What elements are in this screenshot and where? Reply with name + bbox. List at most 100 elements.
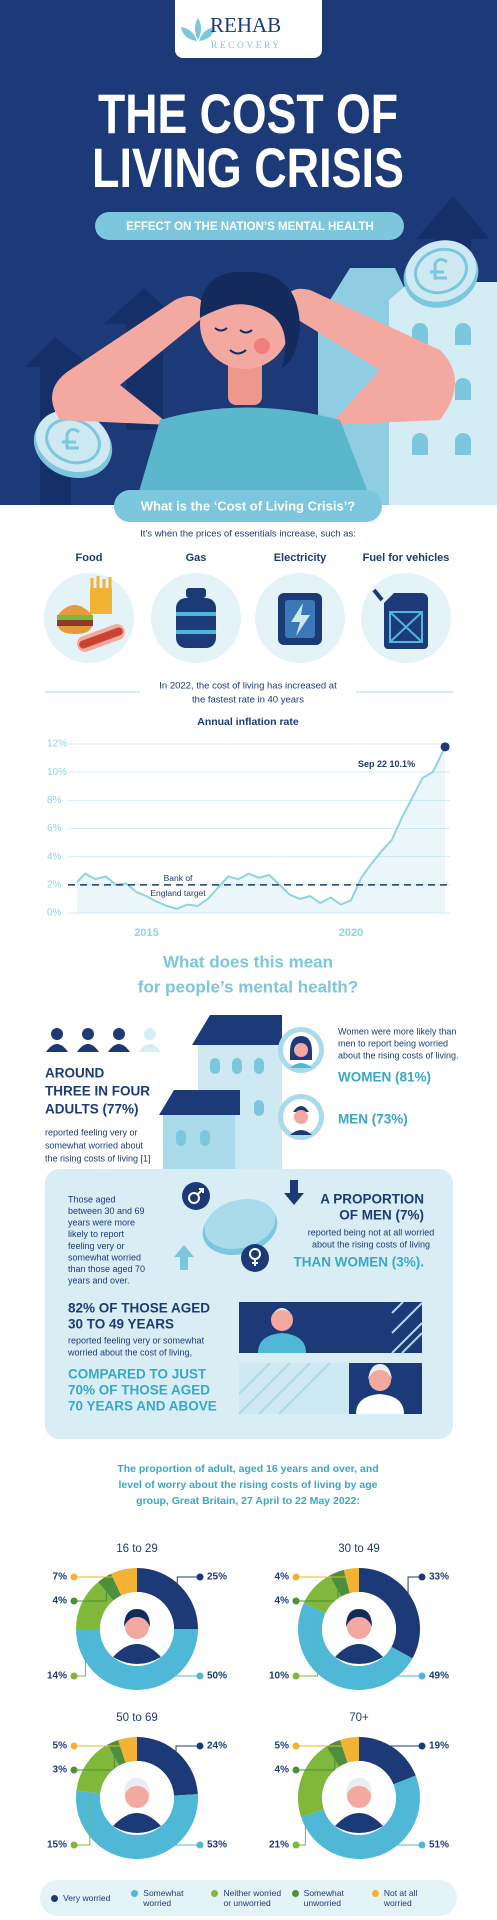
text: between 30 and 69 (68, 1206, 145, 1216)
donut-segment (76, 1744, 120, 1794)
text: worried about the cost of living, (67, 1347, 192, 1357)
text: years and over. (68, 1276, 130, 1286)
text: Fuel for vehicles (363, 552, 450, 564)
text: somewhat worried (68, 1252, 141, 1262)
donut-segment (137, 1568, 198, 1629)
data-label: 4% (275, 1765, 290, 1776)
text: 30 TO 49 YEARS (68, 1317, 174, 1332)
legend-item: Very worried (51, 1893, 125, 1903)
label-dot (70, 1573, 78, 1581)
donut-segment (75, 1790, 198, 1859)
legend-item: Somewhat worried (131, 1888, 205, 1908)
legend-label: Not at all worried (383, 1888, 418, 1908)
data-label: 15% (47, 1840, 67, 1851)
avatar-body (335, 1813, 383, 1833)
text: reported feeling very or somewhat (68, 1335, 205, 1345)
legend-swatch (371, 1890, 379, 1897)
legend-label: Somewhat worried (143, 1888, 184, 1908)
label-dot (418, 1573, 426, 1581)
avatar-hair (346, 1609, 372, 1627)
text: LIVING CRISIS (92, 136, 404, 199)
text: ADULTS (77%) (45, 1102, 139, 1117)
building-illustration (159, 1015, 282, 1169)
leader-line (74, 1604, 86, 1677)
label-dot (292, 1573, 300, 1581)
leader-line (296, 1589, 318, 1677)
legend-label: Neither worried or unworried (223, 1888, 282, 1908)
donut-segment (98, 1573, 122, 1601)
leader-line (296, 1746, 336, 1771)
leader-line (134, 1844, 200, 1855)
text: AROUND (45, 1066, 104, 1081)
text: It’s when the prices of essentials incre… (140, 529, 356, 540)
donut-title: 30 to 49 (338, 1543, 380, 1555)
text: years were more (68, 1218, 135, 1228)
food-icon (57, 576, 125, 652)
leader-line (390, 1745, 422, 1751)
text: 70 YEARS AND ABOVE (68, 1399, 217, 1414)
x-tick-label: 2015 (134, 927, 158, 939)
donut-segment (111, 1568, 137, 1596)
text: OF MEN (7%) (339, 1208, 424, 1223)
donut-segment (137, 1737, 198, 1796)
leader-line (332, 1675, 422, 1680)
end-point (440, 742, 450, 752)
text: Electricity (274, 552, 327, 564)
avatars (278, 1027, 324, 1140)
donut-segment (343, 1567, 359, 1594)
avatar-hair (346, 1778, 372, 1796)
y-tick-label: 12% (47, 739, 67, 750)
avatar-face (347, 1784, 371, 1808)
label-dot (292, 1766, 300, 1774)
donut-segment (298, 1746, 340, 1817)
donut-segment (359, 1737, 416, 1785)
gas-icon (176, 588, 216, 648)
donut-segment (340, 1737, 359, 1763)
x-tick-label: 2020 (339, 927, 363, 939)
donut-title: 16 to 29 (116, 1543, 158, 1555)
leader-line (74, 1573, 126, 1578)
donut-segment (326, 1739, 348, 1767)
text: likely to report (68, 1229, 125, 1239)
text: reported feeling very or (45, 1127, 138, 1137)
leader-line (136, 1675, 200, 1686)
data-label: 49% (429, 1671, 449, 1682)
leader-line (296, 1741, 351, 1747)
donut-segment (303, 1575, 342, 1614)
label-dot (292, 1841, 300, 1849)
donut-title: 70+ (349, 1712, 369, 1724)
label-dot (70, 1742, 78, 1750)
text: the rising costs of living [1] (45, 1153, 151, 1163)
text: Food (76, 552, 103, 564)
label-dot (292, 1672, 300, 1680)
y-tick-label: 8% (47, 795, 62, 806)
text: What does this mean (163, 952, 333, 971)
gender-coin-illustration (174, 1180, 304, 1272)
text: THE COST OF (98, 82, 398, 145)
subtitle-pill (95, 212, 404, 240)
leader-line (407, 1576, 422, 1600)
text: men to report being worried (338, 1038, 448, 1048)
donut-segment (118, 1737, 137, 1763)
label-dot (70, 1841, 78, 1849)
label-dot (70, 1766, 78, 1774)
data-label: 51% (429, 1840, 449, 1851)
data-label: 10% (269, 1671, 289, 1682)
label-dot (418, 1742, 426, 1750)
reference-label: England target (150, 888, 206, 898)
data-label: 50% (207, 1671, 227, 1682)
leader-line (74, 1580, 107, 1602)
data-label: 4% (53, 1596, 68, 1607)
legend-swatch (291, 1890, 299, 1897)
text: WOMEN (81%) (338, 1070, 431, 1085)
data-label: 7% (53, 1572, 68, 1583)
data-label: 53% (207, 1840, 227, 1851)
leader-line (176, 1576, 200, 1589)
legend-item: Neither worried or unworried (211, 1888, 285, 1908)
label-dot (418, 1841, 426, 1849)
text: for people’s mental health? (138, 977, 358, 996)
label-dot (196, 1573, 204, 1581)
y-tick-label: 2% (47, 879, 62, 890)
text: EFFECT ON THE NATION’S MENTAL HEALTH (126, 221, 374, 233)
